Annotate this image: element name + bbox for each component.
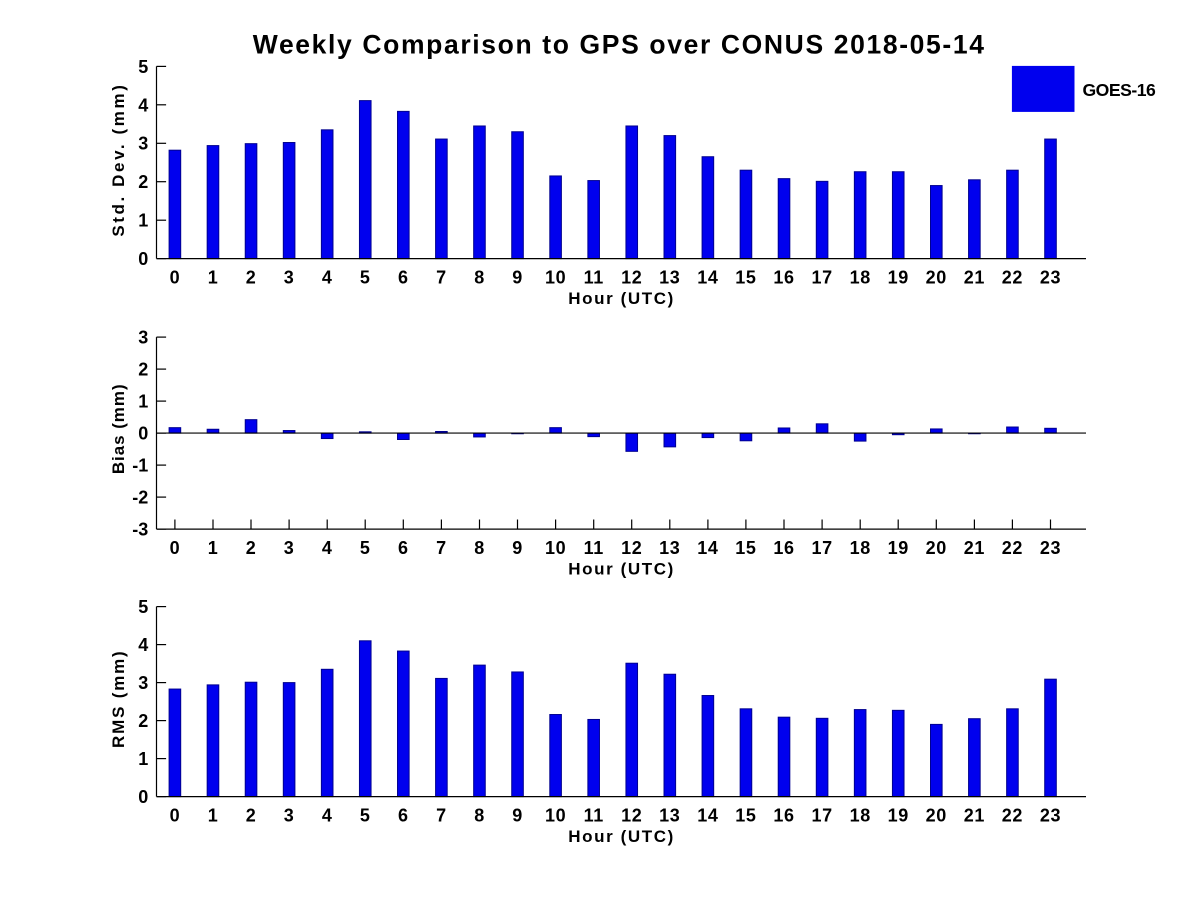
svg-text:3: 3 xyxy=(284,268,295,288)
svg-text:17: 17 xyxy=(811,538,832,558)
svg-text:7: 7 xyxy=(436,268,447,288)
svg-text:6: 6 xyxy=(398,538,409,558)
svg-text:15: 15 xyxy=(735,268,756,288)
svg-text:16: 16 xyxy=(773,806,794,826)
svg-text:20: 20 xyxy=(926,538,947,558)
svg-text:1: 1 xyxy=(138,749,148,769)
svg-text:11: 11 xyxy=(584,268,604,288)
svg-text:22: 22 xyxy=(1002,538,1023,558)
svg-text:4: 4 xyxy=(138,95,148,115)
svg-text:7: 7 xyxy=(436,538,447,558)
svg-text:6: 6 xyxy=(398,268,409,288)
svg-text:16: 16 xyxy=(773,268,794,288)
svg-text:8: 8 xyxy=(474,806,485,826)
svg-text:2: 2 xyxy=(246,538,257,558)
svg-text:RMS (mm): RMS (mm) xyxy=(109,649,128,747)
svg-text:12: 12 xyxy=(621,268,642,288)
svg-text:1: 1 xyxy=(208,268,219,288)
svg-text:6: 6 xyxy=(398,806,409,826)
svg-text:22: 22 xyxy=(1002,268,1023,288)
svg-text:5: 5 xyxy=(138,597,148,617)
svg-text:3: 3 xyxy=(138,673,148,693)
svg-text:GOES-16: GOES-16 xyxy=(1083,80,1156,100)
svg-text:17: 17 xyxy=(811,806,832,826)
svg-text:2: 2 xyxy=(246,268,257,288)
svg-text:3: 3 xyxy=(284,538,295,558)
svg-text:-1: -1 xyxy=(132,456,148,476)
svg-text:23: 23 xyxy=(1040,538,1061,558)
svg-text:21: 21 xyxy=(964,538,985,558)
svg-text:0: 0 xyxy=(170,538,181,558)
svg-text:11: 11 xyxy=(584,806,604,826)
svg-text:2: 2 xyxy=(138,172,148,192)
svg-text:Weekly Comparison to GPS over: Weekly Comparison to GPS over CONUS 2018… xyxy=(253,29,986,59)
svg-text:13: 13 xyxy=(659,268,680,288)
svg-text:5: 5 xyxy=(138,57,148,77)
svg-text:9: 9 xyxy=(512,268,523,288)
svg-text:16: 16 xyxy=(773,538,794,558)
svg-text:8: 8 xyxy=(474,538,485,558)
svg-text:Hour (UTC): Hour (UTC) xyxy=(568,827,675,846)
svg-text:2: 2 xyxy=(138,360,148,380)
svg-text:3: 3 xyxy=(138,328,148,348)
svg-text:14: 14 xyxy=(697,268,718,288)
svg-text:14: 14 xyxy=(697,538,718,558)
svg-text:3: 3 xyxy=(138,134,148,154)
svg-text:0: 0 xyxy=(138,249,148,269)
svg-text:10: 10 xyxy=(545,806,566,826)
svg-text:1: 1 xyxy=(208,806,219,826)
svg-text:13: 13 xyxy=(659,806,680,826)
svg-text:18: 18 xyxy=(850,806,871,826)
svg-text:23: 23 xyxy=(1040,806,1061,826)
svg-text:4: 4 xyxy=(322,538,333,558)
svg-text:0: 0 xyxy=(138,424,148,444)
svg-text:4: 4 xyxy=(322,268,333,288)
svg-text:14: 14 xyxy=(697,806,718,826)
svg-text:10: 10 xyxy=(545,268,566,288)
svg-text:2: 2 xyxy=(138,711,148,731)
svg-text:9: 9 xyxy=(512,806,523,826)
svg-text:1: 1 xyxy=(208,538,219,558)
svg-text:0: 0 xyxy=(170,806,181,826)
svg-text:19: 19 xyxy=(888,268,909,288)
svg-text:2: 2 xyxy=(246,806,257,826)
svg-text:Hour (UTC): Hour (UTC) xyxy=(568,560,675,579)
svg-text:12: 12 xyxy=(621,806,642,826)
svg-text:3: 3 xyxy=(284,806,295,826)
svg-text:-3: -3 xyxy=(132,520,148,540)
svg-text:0: 0 xyxy=(170,268,181,288)
svg-text:17: 17 xyxy=(811,268,832,288)
svg-text:15: 15 xyxy=(735,806,756,826)
svg-text:1: 1 xyxy=(138,392,148,412)
svg-text:11: 11 xyxy=(584,538,604,558)
svg-text:5: 5 xyxy=(360,538,371,558)
svg-text:20: 20 xyxy=(926,806,947,826)
svg-text:23: 23 xyxy=(1040,268,1061,288)
svg-text:12: 12 xyxy=(621,538,642,558)
svg-text:19: 19 xyxy=(888,538,909,558)
svg-text:18: 18 xyxy=(850,268,871,288)
svg-text:19: 19 xyxy=(888,806,909,826)
svg-text:5: 5 xyxy=(360,268,371,288)
svg-text:0: 0 xyxy=(138,787,148,807)
svg-text:9: 9 xyxy=(512,538,523,558)
svg-text:Hour (UTC): Hour (UTC) xyxy=(568,289,675,308)
svg-text:-2: -2 xyxy=(132,488,148,508)
svg-text:5: 5 xyxy=(360,806,371,826)
svg-text:10: 10 xyxy=(545,538,566,558)
svg-text:Bias (mm): Bias (mm) xyxy=(109,383,128,474)
svg-text:15: 15 xyxy=(735,538,756,558)
svg-text:21: 21 xyxy=(964,268,985,288)
svg-text:20: 20 xyxy=(926,268,947,288)
svg-text:13: 13 xyxy=(659,538,680,558)
svg-text:4: 4 xyxy=(138,635,148,655)
svg-text:1: 1 xyxy=(138,211,148,231)
svg-text:21: 21 xyxy=(964,806,985,826)
svg-text:22: 22 xyxy=(1002,806,1023,826)
svg-text:4: 4 xyxy=(322,806,333,826)
svg-text:18: 18 xyxy=(850,538,871,558)
svg-text:7: 7 xyxy=(436,806,447,826)
svg-text:Std. Dev. (mm): Std. Dev. (mm) xyxy=(109,83,128,237)
svg-text:8: 8 xyxy=(474,268,485,288)
